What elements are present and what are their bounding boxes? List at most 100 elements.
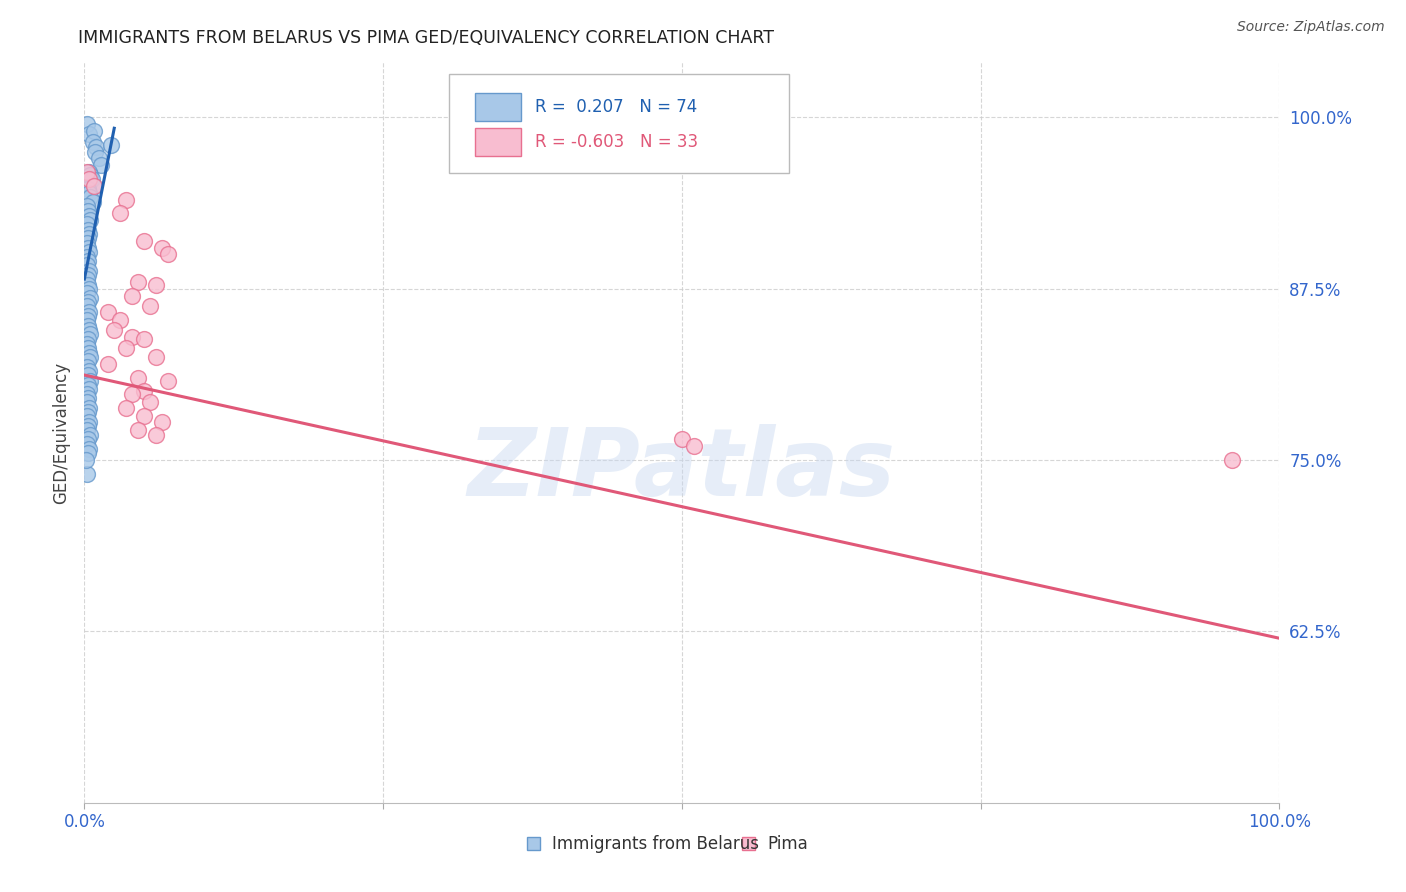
Point bbox=[157, 247, 180, 261]
Point bbox=[77, 305, 100, 319]
Point bbox=[76, 217, 98, 231]
Point bbox=[76, 467, 98, 481]
Point bbox=[76, 199, 98, 213]
Text: Pima: Pima bbox=[768, 835, 808, 853]
Text: R =  0.207   N = 74: R = 0.207 N = 74 bbox=[534, 98, 697, 116]
Point bbox=[84, 145, 107, 159]
Point bbox=[79, 374, 101, 388]
Point bbox=[77, 186, 100, 200]
Point bbox=[77, 244, 100, 259]
Point bbox=[127, 275, 149, 289]
Point bbox=[77, 433, 100, 447]
Point bbox=[76, 165, 98, 179]
Point bbox=[77, 172, 100, 186]
Point bbox=[79, 190, 101, 204]
Point bbox=[77, 418, 100, 433]
Point bbox=[77, 264, 100, 278]
Point bbox=[80, 172, 103, 186]
Point bbox=[77, 277, 100, 292]
Point bbox=[150, 240, 173, 255]
Point bbox=[77, 382, 100, 396]
Point bbox=[77, 346, 100, 360]
Text: Immigrants from Belarus: Immigrants from Belarus bbox=[553, 835, 759, 853]
Point bbox=[83, 178, 105, 193]
Point bbox=[115, 401, 138, 415]
Point bbox=[77, 127, 100, 141]
Point bbox=[132, 409, 156, 424]
Bar bbox=[475, 128, 520, 156]
Point bbox=[103, 323, 125, 337]
Point bbox=[90, 158, 112, 172]
Point bbox=[75, 453, 97, 467]
Text: R = -0.603   N = 33: R = -0.603 N = 33 bbox=[534, 133, 697, 151]
Point bbox=[76, 236, 98, 251]
Point bbox=[77, 442, 100, 456]
Point bbox=[77, 415, 100, 429]
Point bbox=[76, 409, 98, 424]
Bar bbox=[475, 93, 520, 121]
Point bbox=[77, 231, 100, 245]
Point bbox=[76, 313, 98, 327]
Point bbox=[127, 423, 149, 437]
Point bbox=[132, 234, 156, 248]
Point bbox=[83, 124, 105, 138]
Point bbox=[77, 203, 100, 218]
Point bbox=[77, 240, 100, 255]
Point bbox=[77, 282, 100, 296]
Point bbox=[83, 178, 105, 193]
Point bbox=[77, 401, 100, 415]
Point bbox=[77, 223, 100, 237]
Point bbox=[76, 436, 98, 450]
Point bbox=[76, 359, 98, 374]
Point bbox=[76, 300, 98, 314]
Point bbox=[76, 250, 98, 264]
Point bbox=[79, 168, 101, 182]
Point bbox=[139, 300, 162, 314]
Point bbox=[77, 181, 100, 195]
Point bbox=[100, 137, 122, 152]
Point bbox=[1220, 453, 1243, 467]
Point bbox=[76, 272, 98, 286]
Text: IMMIGRANTS FROM BELARUS VS PIMA GED/EQUIVALENCY CORRELATION CHART: IMMIGRANTS FROM BELARUS VS PIMA GED/EQUI… bbox=[79, 29, 775, 47]
Point bbox=[82, 195, 104, 210]
Point bbox=[77, 318, 100, 333]
Point bbox=[145, 428, 167, 442]
Point bbox=[79, 291, 101, 305]
Point bbox=[87, 152, 110, 166]
Point bbox=[77, 227, 100, 241]
Point bbox=[132, 332, 156, 346]
Point bbox=[671, 433, 693, 447]
Point bbox=[79, 213, 101, 227]
Point bbox=[77, 165, 100, 179]
Point bbox=[77, 392, 100, 406]
Point bbox=[76, 423, 98, 437]
Point bbox=[157, 374, 180, 388]
Point bbox=[77, 209, 100, 223]
Point bbox=[115, 193, 138, 207]
Point bbox=[110, 313, 132, 327]
Point bbox=[77, 446, 100, 460]
Point bbox=[132, 384, 156, 399]
Point bbox=[115, 341, 138, 355]
Point bbox=[77, 332, 100, 346]
Point bbox=[77, 254, 100, 268]
Point bbox=[77, 405, 100, 419]
Point bbox=[79, 350, 101, 364]
Point bbox=[77, 354, 100, 368]
Point bbox=[79, 326, 101, 341]
Point bbox=[86, 140, 108, 154]
Point bbox=[77, 377, 100, 392]
Point bbox=[145, 350, 167, 364]
Point bbox=[76, 117, 98, 131]
Point bbox=[77, 341, 100, 355]
Point bbox=[121, 387, 143, 401]
Point bbox=[76, 285, 98, 300]
Text: ZIPatlas: ZIPatlas bbox=[468, 424, 896, 516]
Point bbox=[77, 368, 100, 382]
Point bbox=[77, 268, 100, 282]
Point bbox=[77, 295, 100, 310]
Point bbox=[76, 387, 98, 401]
Point bbox=[97, 305, 120, 319]
Text: Source: ZipAtlas.com: Source: ZipAtlas.com bbox=[1237, 20, 1385, 34]
Point bbox=[145, 277, 167, 292]
